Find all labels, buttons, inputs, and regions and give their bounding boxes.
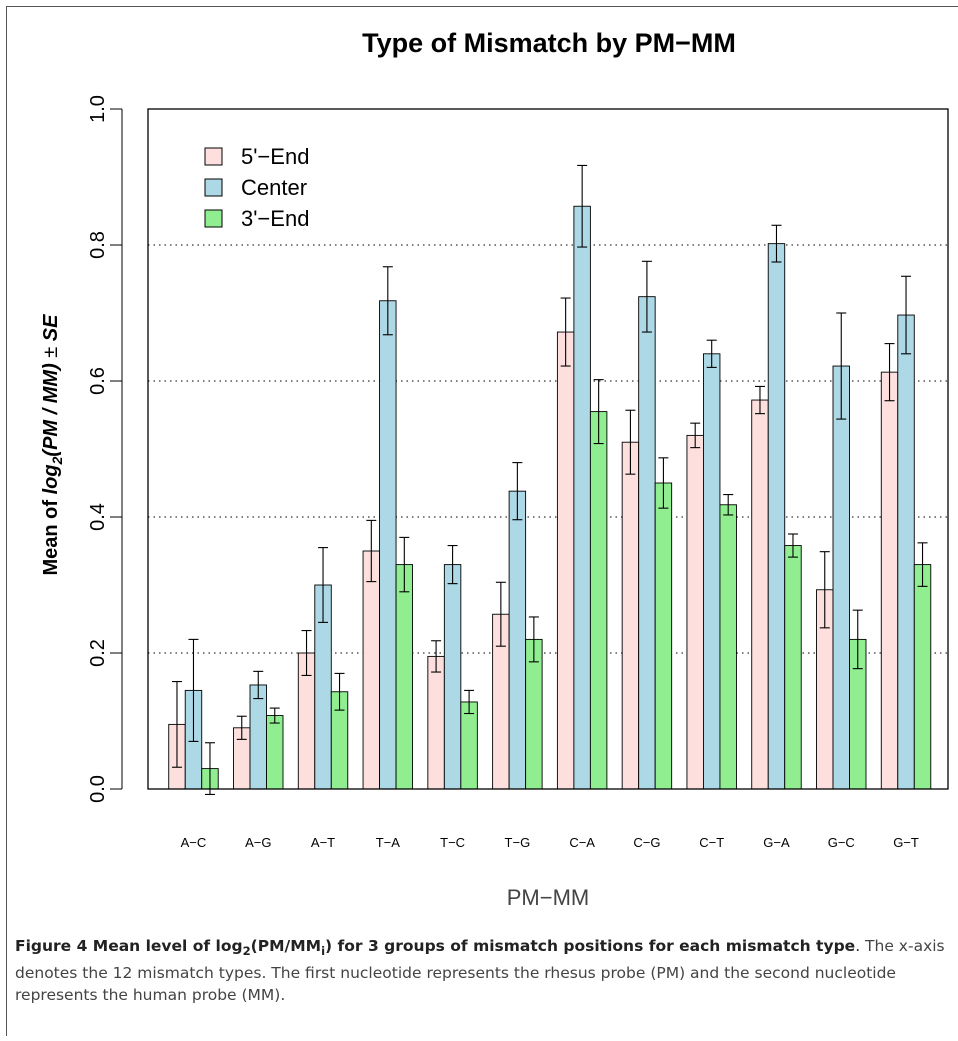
- y-tick-label: 0.0: [87, 775, 109, 803]
- y-label-prefix: Mean of: [40, 494, 62, 575]
- caption-title-sub2: i: [321, 944, 326, 959]
- plot-area-border: [147, 108, 949, 790]
- caption-body: The x-axis denotes the 12 mismatch types…: [15, 937, 945, 1005]
- caption-title-end: .: [855, 937, 861, 955]
- bar: [702, 353, 721, 790]
- bar: [621, 441, 640, 790]
- x-tick-label: T−A: [376, 835, 401, 850]
- bar: [767, 243, 786, 790]
- error-bars: [171, 164, 928, 795]
- bar: [556, 331, 575, 790]
- bar: [573, 205, 591, 790]
- frame-border-left: [6, 6, 7, 1036]
- x-tick-label: A−C: [181, 835, 207, 850]
- x-tick-label: T−C: [440, 835, 465, 850]
- legend: 5'−End Center 3'−End: [204, 144, 309, 231]
- caption-title-mid: (PM/MM: [250, 937, 322, 955]
- y-tick-label: 1.0: [87, 95, 109, 123]
- legend-label: 5'−End: [241, 144, 309, 169]
- bar: [508, 490, 527, 790]
- bar: [395, 564, 414, 790]
- caption-title: Figure 4 Mean level of log2(PM/MMi) for …: [15, 937, 856, 959]
- y-axis-label: Mean of log2(PM / MM) ± SE: [40, 314, 65, 576]
- bar: [913, 564, 932, 790]
- frame-border-top: [6, 6, 958, 7]
- bar: [784, 545, 802, 790]
- bar: [686, 434, 704, 790]
- x-tick-label: A−T: [311, 835, 335, 850]
- bars: [168, 205, 932, 790]
- legend-label: 3'−End: [241, 206, 309, 231]
- bar: [443, 564, 462, 790]
- chart-title: Type of Mismatch by PM−MM: [362, 28, 736, 58]
- bar-chart: Type of Mismatch by PM−MM 0.00.20.40.60.…: [40, 28, 949, 910]
- bar: [589, 411, 608, 790]
- y-label-sub: 2: [49, 456, 65, 465]
- y-tick-label: 0.4: [87, 503, 109, 531]
- x-tick-label: C−G: [633, 835, 660, 850]
- bar: [249, 684, 267, 790]
- bar: [751, 399, 769, 790]
- x-tick-label: C−T: [699, 835, 724, 850]
- bar: [719, 504, 737, 790]
- bar: [880, 371, 899, 790]
- legend-swatch: [204, 209, 223, 228]
- y-label-se: SE: [40, 314, 62, 341]
- caption-title-prefix: Figure 4 Mean level of log: [15, 937, 243, 955]
- y-axis: 0.0 0.2 0.4 0.6 0.8 1.0: [87, 95, 123, 803]
- y-tick-label: 0.8: [87, 231, 109, 259]
- x-tick-label: G−C: [828, 835, 855, 850]
- y-tick-label: 0.2: [87, 639, 109, 667]
- gridlines: [148, 244, 948, 654]
- x-axis-tick-labels: A−C A−G A−T T−A T−C T−G C−A C−G C−T G−A G−C G−T: [181, 835, 919, 850]
- bar: [897, 314, 915, 790]
- x-tick-label: A−G: [245, 835, 271, 850]
- legend-swatch: [204, 178, 223, 197]
- y-tick-label: 0.6: [87, 367, 109, 395]
- bar: [460, 701, 478, 790]
- y-label-pm: ±: [40, 341, 62, 363]
- bar: [654, 482, 673, 790]
- bar: [266, 715, 284, 790]
- bar: [362, 550, 381, 790]
- x-tick-label: C−A: [569, 835, 595, 850]
- bar: [638, 296, 656, 790]
- caption-title-suffix: ) for 3 groups of mismatch positions for…: [325, 937, 856, 955]
- bar: [427, 655, 445, 790]
- caption-title-sub1: 2: [242, 944, 251, 959]
- x-axis-label: PM−MM: [507, 885, 590, 910]
- legend-label: Center: [241, 175, 307, 200]
- x-tick-label: G−A: [763, 835, 790, 850]
- bar: [379, 300, 397, 790]
- x-tick-label: T−G: [505, 835, 531, 850]
- y-label-log: log: [40, 464, 62, 494]
- bar: [832, 365, 850, 790]
- figure-caption: Figure 4 Mean level of log2(PM/MMi) for …: [15, 935, 950, 1006]
- y-label-expr: (PM / MM): [40, 363, 62, 457]
- x-tick-label: G−T: [893, 835, 919, 850]
- legend-swatch: [204, 147, 223, 166]
